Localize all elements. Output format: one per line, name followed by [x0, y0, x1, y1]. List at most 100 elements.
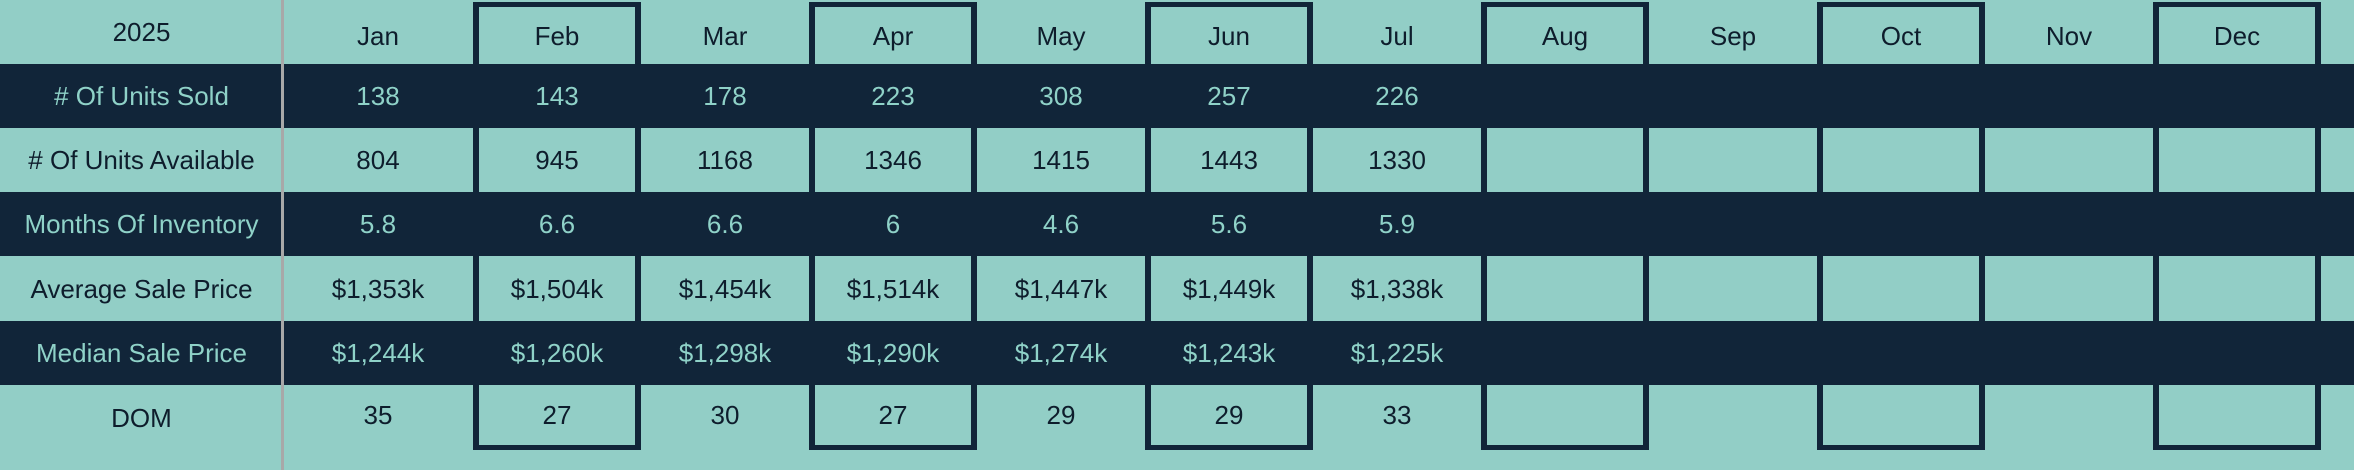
row-label-median-sale-price[interactable]: Median Sale Price — [0, 321, 283, 385]
data-cell[interactable]: $1,514k — [809, 256, 977, 321]
data-cell[interactable]: $1,353k — [283, 256, 473, 321]
data-cell[interactable]: 223 — [809, 64, 977, 128]
data-cell[interactable]: $1,225k — [1313, 321, 1481, 385]
row-label-average-sale-price[interactable]: Average Sale Price — [0, 256, 283, 321]
month-header-dec[interactable]: Dec — [2153, 2, 2321, 64]
month-header-oct[interactable]: Oct — [1817, 2, 1985, 64]
data-cell[interactable] — [2153, 385, 2321, 450]
data-cell[interactable]: 30 — [641, 385, 809, 450]
data-cell[interactable]: 5.9 — [1313, 192, 1481, 256]
row-label-units-sold[interactable]: # Of Units Sold — [0, 64, 283, 128]
row-filler — [2321, 385, 2354, 450]
row-label-dom[interactable]: DOM — [0, 385, 283, 450]
data-cell[interactable] — [1481, 385, 1649, 450]
data-cell[interactable]: 35 — [283, 385, 473, 450]
month-header-aug[interactable]: Aug — [1481, 2, 1649, 64]
data-cell[interactable] — [1649, 128, 1817, 192]
data-cell[interactable]: $1,338k — [1313, 256, 1481, 321]
data-cell[interactable] — [1481, 192, 1649, 256]
data-cell[interactable] — [1817, 128, 1985, 192]
data-cell[interactable]: 1168 — [641, 128, 809, 192]
data-cell[interactable] — [1817, 256, 1985, 321]
data-cell[interactable] — [2153, 321, 2321, 385]
data-cell[interactable] — [1649, 321, 1817, 385]
data-cell[interactable] — [1817, 192, 1985, 256]
data-cell[interactable]: 226 — [1313, 64, 1481, 128]
row-label-units-available[interactable]: # Of Units Available — [0, 128, 283, 192]
data-cell[interactable]: 29 — [1145, 385, 1313, 450]
data-cell[interactable] — [1481, 64, 1649, 128]
data-cell[interactable] — [2153, 64, 2321, 128]
data-cell[interactable]: 1330 — [1313, 128, 1481, 192]
month-header-may[interactable]: May — [977, 0, 1145, 64]
data-cell[interactable] — [1649, 192, 1817, 256]
row-filler — [2321, 256, 2354, 321]
data-cell[interactable]: 33 — [1313, 385, 1481, 450]
data-cell[interactable] — [1985, 321, 2153, 385]
data-cell[interactable]: $1,449k — [1145, 256, 1313, 321]
month-header-apr[interactable]: Apr — [809, 2, 977, 64]
data-cell[interactable] — [1817, 385, 1985, 450]
month-header-jul[interactable]: Jul — [1313, 0, 1481, 64]
data-cell[interactable]: 804 — [283, 128, 473, 192]
data-cell[interactable] — [1481, 128, 1649, 192]
data-cell[interactable] — [2153, 192, 2321, 256]
month-header-nov[interactable]: Nov — [1985, 0, 2153, 64]
month-header-mar[interactable]: Mar — [641, 0, 809, 64]
data-cell[interactable]: $1,290k — [809, 321, 977, 385]
data-cell[interactable]: 1346 — [809, 128, 977, 192]
data-cell[interactable]: 1415 — [977, 128, 1145, 192]
data-cell[interactable]: 138 — [283, 64, 473, 128]
data-cell[interactable]: $1,454k — [641, 256, 809, 321]
data-cell[interactable] — [2153, 128, 2321, 192]
data-cell[interactable]: 29 — [977, 385, 1145, 450]
data-cell[interactable]: 27 — [473, 385, 641, 450]
data-cell[interactable] — [2153, 256, 2321, 321]
data-cell[interactable] — [1649, 64, 1817, 128]
month-header-jan[interactable]: Jan — [283, 0, 473, 64]
data-cell[interactable] — [1649, 385, 1817, 450]
header-filler — [2321, 0, 2354, 64]
data-cell[interactable] — [1985, 192, 2153, 256]
data-cell[interactable]: 27 — [809, 385, 977, 450]
data-cell[interactable] — [1481, 321, 1649, 385]
data-cell[interactable]: 143 — [473, 64, 641, 128]
data-cell[interactable]: 4.6 — [977, 192, 1145, 256]
data-cell[interactable]: $1,243k — [1145, 321, 1313, 385]
data-cell[interactable] — [1481, 256, 1649, 321]
data-cell[interactable]: $1,298k — [641, 321, 809, 385]
month-header-feb[interactable]: Feb — [473, 2, 641, 64]
data-cell[interactable]: 308 — [977, 64, 1145, 128]
data-cell[interactable]: 178 — [641, 64, 809, 128]
data-cell[interactable] — [1985, 256, 2153, 321]
year-cell[interactable]: 2025 — [0, 0, 283, 64]
row-filler — [2321, 321, 2354, 385]
month-header-sep[interactable]: Sep — [1649, 0, 1817, 64]
row-filler — [2321, 64, 2354, 128]
data-cell[interactable]: $1,244k — [283, 321, 473, 385]
data-cell[interactable]: 945 — [473, 128, 641, 192]
row-label-months-inventory[interactable]: Months Of Inventory — [0, 192, 283, 256]
data-cell[interactable]: 257 — [1145, 64, 1313, 128]
data-cell[interactable] — [1985, 64, 2153, 128]
data-cell[interactable]: 6.6 — [473, 192, 641, 256]
data-cell[interactable]: 6.6 — [641, 192, 809, 256]
column-gridline — [281, 0, 284, 470]
data-cell[interactable] — [1985, 128, 2153, 192]
data-cell[interactable] — [1985, 385, 2153, 450]
month-header-jun[interactable]: Jun — [1145, 2, 1313, 64]
data-cell[interactable] — [1649, 256, 1817, 321]
data-cell[interactable]: $1,260k — [473, 321, 641, 385]
data-cell[interactable]: 5.8 — [283, 192, 473, 256]
data-cell[interactable]: $1,274k — [977, 321, 1145, 385]
data-cell[interactable] — [1817, 321, 1985, 385]
stats-grid: 2025 Jan Feb Mar Apr May Jun Jul Aug Sep… — [0, 0, 2354, 450]
data-cell[interactable]: $1,504k — [473, 256, 641, 321]
data-cell[interactable]: $1,447k — [977, 256, 1145, 321]
data-cell[interactable] — [1817, 64, 1985, 128]
data-cell[interactable]: 6 — [809, 192, 977, 256]
data-cell[interactable]: 5.6 — [1145, 192, 1313, 256]
row-filler — [2321, 128, 2354, 192]
data-cell[interactable]: 1443 — [1145, 128, 1313, 192]
